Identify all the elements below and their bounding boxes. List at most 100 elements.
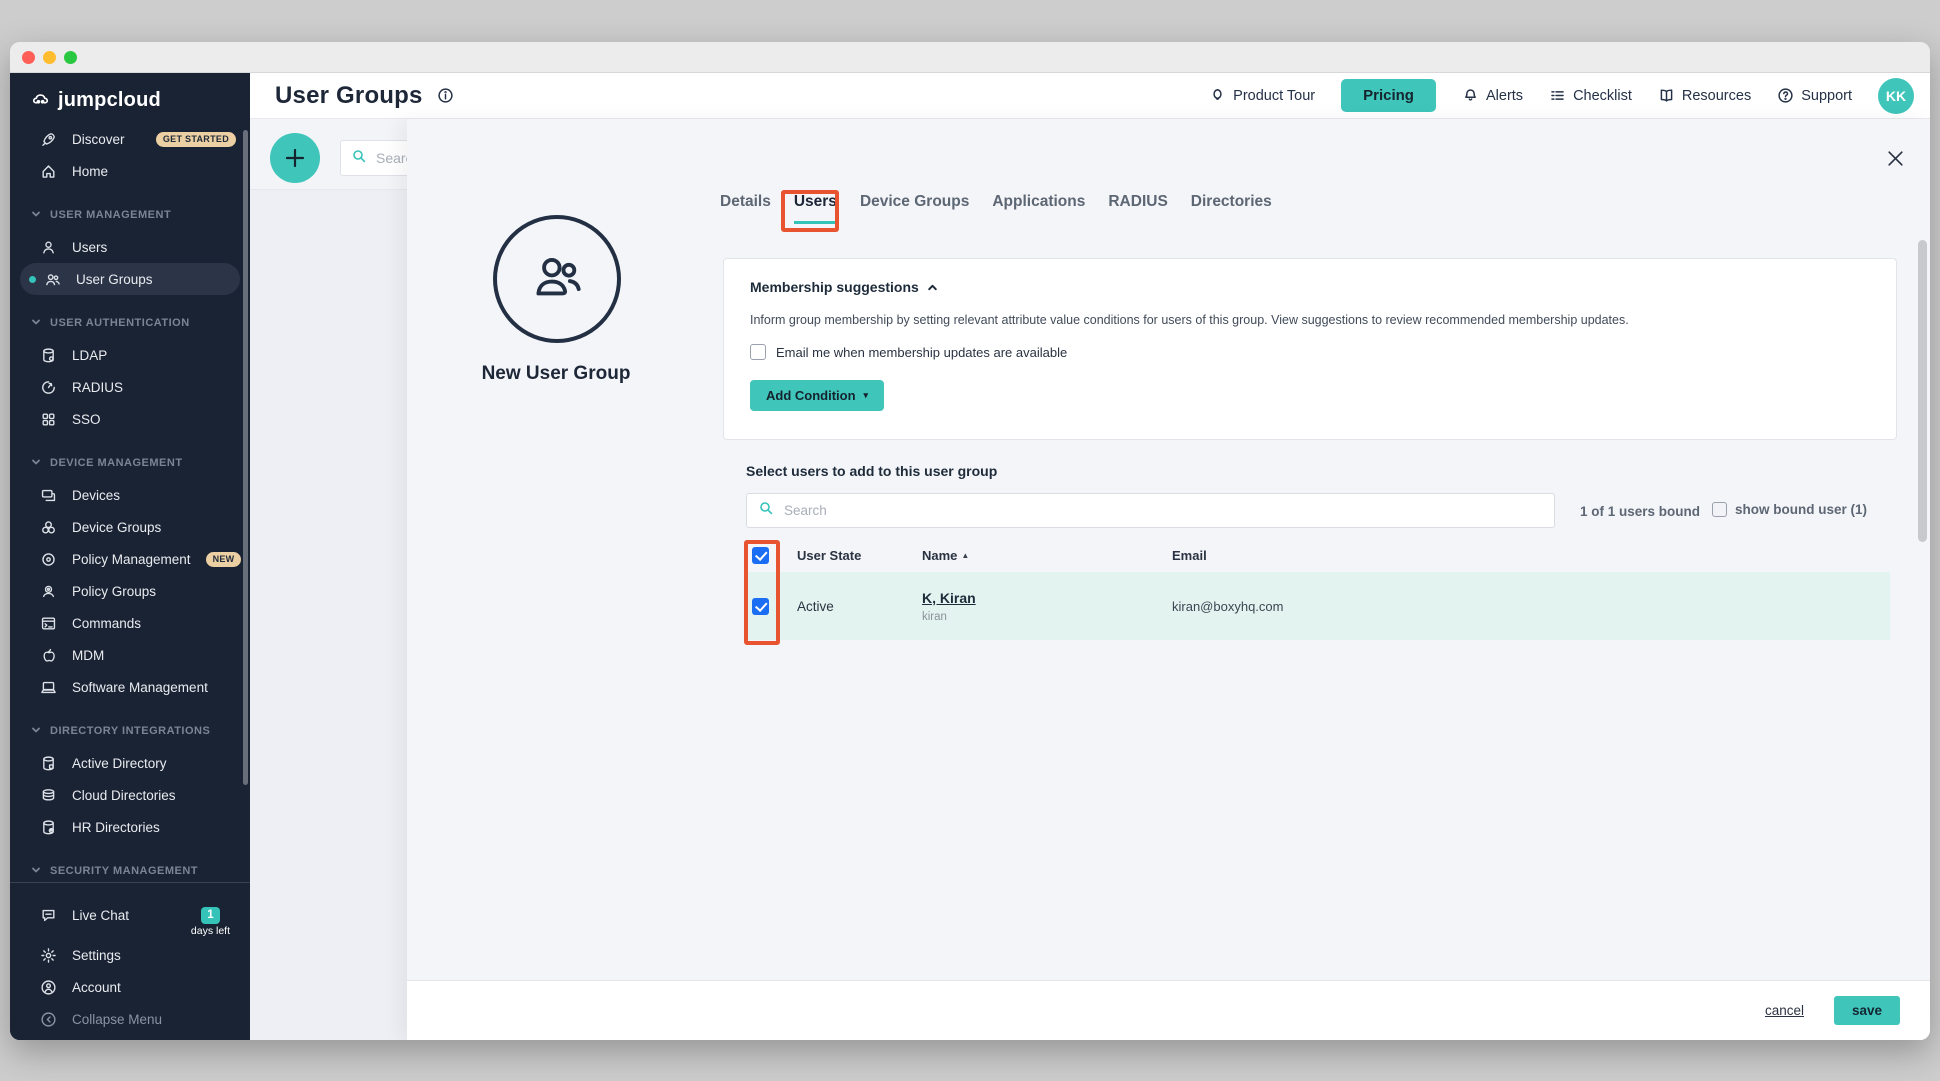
sidebar-item-commands[interactable]: Commands xyxy=(10,607,250,639)
trial-days-caption: days left xyxy=(190,924,230,937)
sidebar-item-ldap[interactable]: LDAP xyxy=(10,339,250,371)
get-started-badge: GET STARTED xyxy=(155,131,236,147)
add-condition-button[interactable]: Add Condition ▾ xyxy=(750,380,885,411)
tab-directories[interactable]: Directories xyxy=(1190,193,1272,210)
sidebar-item-cloud-directories[interactable]: Cloud Directories xyxy=(10,779,250,811)
sidebar-item-label: Policy Groups xyxy=(72,583,157,599)
chevron-down-icon xyxy=(31,865,41,878)
membership-suggestions-toggle[interactable]: Membership suggestions xyxy=(750,279,938,295)
sidebar-item-live-chat[interactable]: Live Chat 1 days left xyxy=(10,891,250,939)
product-tour-button[interactable]: Product Tour xyxy=(1209,87,1315,104)
tab-details[interactable]: Details xyxy=(720,193,771,210)
sidebar-scrollbar[interactable] xyxy=(243,130,248,785)
sidebar-item-account[interactable]: Account xyxy=(10,971,250,1003)
show-bound-label: show bound user (1) xyxy=(1735,502,1868,517)
sidebar-item-label: SSO xyxy=(72,411,101,427)
minimize-window-button[interactable] xyxy=(43,51,56,64)
database-icon xyxy=(40,347,57,364)
sidebar-item-mdm[interactable]: MDM xyxy=(10,639,250,671)
sidebar-item-label: MDM xyxy=(72,647,105,663)
checklist-icon xyxy=(1551,91,1564,100)
tab-users[interactable]: Users xyxy=(793,193,837,224)
support-label: Support xyxy=(1801,87,1852,104)
rocket-icon xyxy=(40,131,57,148)
section-label: SECURITY MANAGEMENT xyxy=(50,865,199,877)
resources-button[interactable]: Resources xyxy=(1658,87,1751,104)
sidebar-item-home[interactable]: Home xyxy=(10,155,250,187)
chevron-down-icon xyxy=(31,725,41,738)
save-button[interactable]: save xyxy=(1834,996,1900,1025)
stacked-disks-icon xyxy=(40,787,57,804)
alerts-button[interactable]: Alerts xyxy=(1462,87,1523,104)
section-label: DIRECTORY INTEGRATIONS xyxy=(50,725,211,737)
sidebar-item-active-directory[interactable]: Active Directory xyxy=(10,747,250,779)
drawer-scrollbar[interactable] xyxy=(1918,240,1927,542)
sidebar-item-user-groups[interactable]: User Groups xyxy=(20,263,240,295)
sidebar-item-sso[interactable]: SSO xyxy=(10,403,250,435)
close-window-button[interactable] xyxy=(22,51,35,64)
column-name[interactable]: Name ▲ xyxy=(922,547,970,563)
table-row[interactable]: Active K, Kiran kiran kiran@boxyhq.com xyxy=(746,572,1890,640)
section-user-authentication[interactable]: USER AUTHENTICATION xyxy=(10,307,250,339)
sidebar-item-devices[interactable]: Devices xyxy=(10,479,250,511)
sidebar-item-label: Settings xyxy=(72,947,121,963)
section-directory-integrations[interactable]: DIRECTORY INTEGRATIONS xyxy=(10,715,250,747)
device-group-icon xyxy=(40,519,57,536)
users-search xyxy=(746,493,1555,528)
section-label: DEVICE MANAGEMENT xyxy=(50,457,183,469)
user-group-icon xyxy=(44,271,61,288)
user-email: kiran@boxyhq.com xyxy=(1172,598,1284,614)
new-user-group-drawer: New User Group Details Users Device Grou… xyxy=(407,119,1930,1040)
pricing-button[interactable]: Pricing xyxy=(1341,79,1436,112)
section-device-management[interactable]: DEVICE MANAGEMENT xyxy=(10,447,250,479)
close-drawer-button[interactable] xyxy=(1881,144,1909,172)
sidebar-item-device-groups[interactable]: Device Groups xyxy=(10,511,250,543)
sidebar-item-software-management[interactable]: Software Management xyxy=(10,671,250,703)
column-email[interactable]: Email xyxy=(1172,547,1207,563)
jumpcloud-logo[interactable]: jumpcloud xyxy=(10,73,250,123)
user-name-link[interactable]: K, Kiran xyxy=(922,589,976,606)
support-button[interactable]: Support xyxy=(1777,87,1852,104)
sidebar-item-label: LDAP xyxy=(72,347,108,363)
show-bound-checkbox[interactable] xyxy=(1712,502,1727,517)
tab-applications[interactable]: Applications xyxy=(992,193,1086,210)
window-titlebar xyxy=(10,42,1930,73)
sidebar-item-policy-groups[interactable]: Policy Groups xyxy=(10,575,250,607)
column-user-state[interactable]: User State xyxy=(797,547,862,563)
email-optin-checkbox[interactable] xyxy=(750,344,766,360)
info-icon[interactable] xyxy=(437,87,454,104)
tab-radius[interactable]: RADIUS xyxy=(1108,193,1168,210)
jumpcloud-cloud-icon xyxy=(32,87,49,113)
avatar[interactable]: KK xyxy=(1878,77,1914,114)
caret-down-icon: ▾ xyxy=(863,390,869,400)
membership-suggestions-panel: Membership suggestions Inform group memb… xyxy=(723,258,1897,440)
section-user-management[interactable]: USER MANAGEMENT xyxy=(10,199,250,231)
sidebar-item-label: Commands xyxy=(72,615,142,631)
sidebar-item-policy-management[interactable]: Policy Management NEW xyxy=(10,543,250,575)
brand-name: jumpcloud xyxy=(58,88,161,111)
sidebar-item-label: Software Management xyxy=(72,679,208,695)
radius-icon xyxy=(40,379,57,396)
sidebar-item-discover[interactable]: Discover GET STARTED xyxy=(10,123,250,155)
sidebar-item-users[interactable]: Users xyxy=(10,231,250,263)
product-tour-label: Product Tour xyxy=(1233,87,1316,104)
sidebar-item-settings[interactable]: Settings xyxy=(10,939,250,971)
cancel-button[interactable]: cancel xyxy=(1764,1003,1804,1018)
select-users-heading: Select users to add to this user group xyxy=(746,463,998,479)
checklist-button[interactable]: Checklist xyxy=(1549,87,1632,104)
sidebar-item-label: Device Groups xyxy=(72,519,162,535)
row-checkbox[interactable] xyxy=(752,597,769,615)
add-user-group-button[interactable] xyxy=(270,133,320,183)
select-all-checkbox[interactable] xyxy=(752,546,769,564)
users-search-input[interactable] xyxy=(784,503,1543,518)
sidebar-item-collapse-menu[interactable]: Collapse Menu xyxy=(10,1003,250,1035)
account-circle-icon xyxy=(40,979,57,996)
collapse-arrow-icon xyxy=(40,1011,57,1028)
section-security-management[interactable]: SECURITY MANAGEMENT xyxy=(10,855,250,882)
drawer-footer: cancel save xyxy=(407,980,1930,1040)
zoom-window-button[interactable] xyxy=(64,51,77,64)
sidebar-item-radius[interactable]: RADIUS xyxy=(10,371,250,403)
terminal-icon xyxy=(40,615,57,632)
sidebar-item-hr-directories[interactable]: HR Directories xyxy=(10,811,250,843)
tab-device-groups[interactable]: Device Groups xyxy=(859,193,970,210)
